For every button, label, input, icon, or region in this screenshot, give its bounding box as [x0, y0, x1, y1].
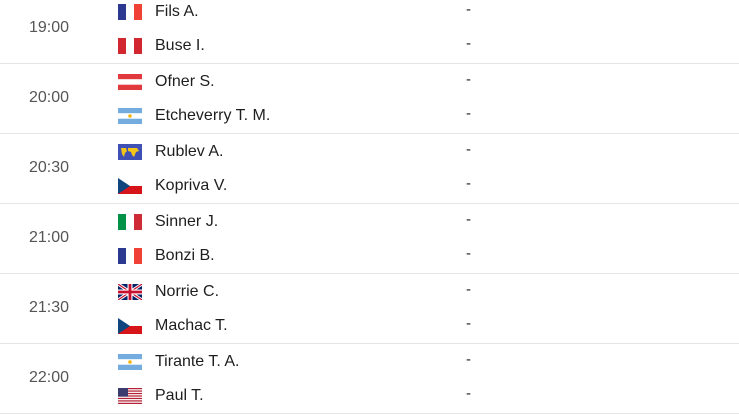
player-score: - — [466, 281, 471, 298]
uk-flag-icon — [118, 284, 142, 300]
player-score: - — [466, 245, 471, 262]
match-time: 21:30 — [29, 299, 70, 316]
match-row[interactable]: 19:00 Fils A. - Buse I. - — [0, 0, 739, 64]
match-time: 20:00 — [29, 89, 70, 106]
player[interactable]: Norrie C. — [118, 282, 219, 302]
match-time: 22:00 — [29, 369, 70, 386]
france-flag-icon — [118, 248, 142, 264]
player-score: - — [466, 35, 471, 52]
player-name: Fils A. — [155, 3, 199, 20]
player-score: - — [466, 385, 471, 402]
peru-flag-icon — [118, 38, 142, 54]
argentina-flag-icon — [118, 108, 142, 124]
match-row[interactable]: 21:30 Norrie C. - Machac T. - — [0, 274, 739, 344]
player-score: - — [466, 211, 471, 228]
player-name: Tirante T. A. — [155, 353, 240, 370]
czechia-flag-icon — [118, 178, 142, 194]
player[interactable]: Ofner S. — [118, 72, 215, 92]
player-name: Norrie C. — [155, 283, 220, 300]
argentina-flag-icon — [118, 354, 142, 370]
player-name: Kopriva V. — [155, 177, 228, 194]
player[interactable]: Rublev A. — [118, 142, 223, 162]
player-name: Rublev A. — [155, 143, 224, 160]
player[interactable]: Paul T. — [118, 386, 204, 406]
czechia-flag-icon — [118, 318, 142, 334]
player-score: - — [466, 315, 471, 332]
austria-flag-icon — [118, 74, 142, 90]
player-name: Buse I. — [155, 37, 205, 54]
match-time: 21:00 — [29, 229, 70, 246]
player[interactable]: Buse I. — [118, 36, 205, 56]
player[interactable]: Bonzi B. — [118, 246, 215, 266]
italy-flag-icon — [118, 214, 142, 230]
usa-flag-icon — [118, 388, 142, 404]
match-row[interactable]: 22:00 Tirante T. A. - Paul T. - — [0, 344, 739, 414]
player-score: - — [466, 105, 471, 122]
player[interactable]: Fils A. — [118, 2, 199, 22]
player-score: - — [466, 1, 471, 18]
match-time: 20:30 — [29, 159, 70, 176]
world-flag-icon — [118, 144, 142, 160]
player-name: Etcheverry T. M. — [155, 107, 271, 124]
match-row[interactable]: 21:00 Sinner J. - Bonzi B. - — [0, 204, 739, 274]
player-name: Machac T. — [155, 317, 228, 334]
match-time: 19:00 — [29, 19, 70, 36]
france-flag-icon — [118, 4, 142, 20]
player[interactable]: Kopriva V. — [118, 176, 227, 196]
player-score: - — [466, 141, 471, 158]
player[interactable]: Sinner J. — [118, 212, 218, 232]
player-score: - — [466, 71, 471, 88]
player[interactable]: Tirante T. A. — [118, 352, 239, 372]
player[interactable]: Etcheverry T. M. — [118, 106, 270, 126]
player-name: Sinner J. — [155, 213, 219, 230]
player[interactable]: Machac T. — [118, 316, 228, 336]
player-name: Paul T. — [155, 387, 204, 404]
player-name: Bonzi B. — [155, 247, 215, 264]
player-score: - — [466, 175, 471, 192]
player-name: Ofner S. — [155, 73, 215, 90]
match-row[interactable]: 20:00 Ofner S. - Etcheverry T. M. - — [0, 64, 739, 134]
player-score: - — [466, 351, 471, 368]
match-row[interactable]: 20:30 Rublev A. - Kopriva V. - — [0, 134, 739, 204]
